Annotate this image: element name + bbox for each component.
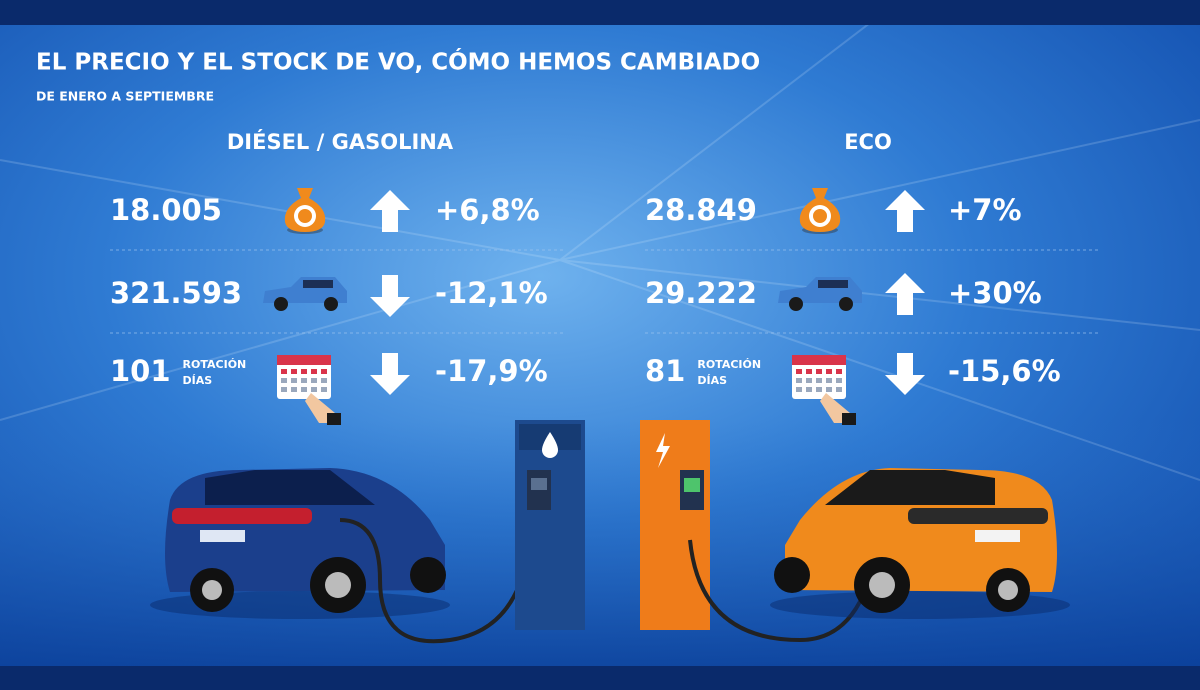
stat-change: +6,8% [435,193,540,227]
calendar-day [796,387,802,392]
icon-stock [778,277,862,311]
stat-row: 29.222 +30% [645,273,1100,334]
stat-value: 101 [110,354,171,388]
calendar-day [301,369,307,374]
bottom-bar [0,666,1200,690]
top-bar [0,0,1200,25]
calendar-day [826,378,832,383]
arrow-down [370,275,410,317]
stat-row: 81 ROTACIÓN DÍAS -15,6% [645,353,1061,425]
car-window [303,280,333,288]
car-wheel [789,297,803,311]
calendar-day [311,369,317,374]
sleeve [327,413,341,425]
calendar-day [806,369,812,374]
stat-change: +30% [948,276,1042,310]
diesel-car [150,468,532,644]
stat-row: 28.849 +7% [645,188,1100,251]
speed-lines [0,0,1200,481]
stat-label: DÍAS [697,374,727,387]
calendar-day [806,387,812,392]
calendar-day [291,369,297,374]
calendar-day [281,378,287,383]
calendar-day [321,387,327,392]
icon-stock [263,277,347,311]
stat-row: 321.593 -12,1% [110,275,565,334]
car-wheel [324,297,338,311]
calendar-day [281,387,287,392]
arrow-up [370,190,410,232]
bag-coin-inner [813,209,827,223]
icon-rotation [277,355,341,425]
calendar-day [321,369,327,374]
calendar [277,355,331,399]
stat-change: -12,1% [435,276,548,310]
sleeve [842,413,856,425]
subtitle: DE ENERO A SEPTIEMBRE [36,89,214,104]
icon-price [799,188,841,234]
stat-value: 29.222 [645,276,757,310]
calendar-day [301,387,307,392]
calendar-day [806,378,812,383]
bag-coin-inner [298,209,312,223]
charger [640,420,882,643]
calendar-day [291,378,297,383]
stat-change: -17,9% [435,354,548,388]
stat-row: 18.005 +6,8% [110,188,565,251]
calendar-top [277,355,331,365]
eco-car [770,468,1070,619]
stat-change: -15,6% [948,354,1061,388]
calendar-day [836,378,842,383]
column-heading: DIÉSEL / GASOLINA [227,129,454,154]
calendar-day [816,387,822,392]
icon-rotation [792,355,856,425]
calendar-day [796,378,802,383]
calendar [792,355,846,399]
stat-value: 321.593 [110,276,242,310]
car-window [818,280,848,288]
stat-value: 28.849 [645,193,757,227]
stat-value: 18.005 [110,193,222,227]
car-wheel [839,297,853,311]
calendar-day [816,369,822,374]
calendar-day [281,369,287,374]
calendar-day [291,387,297,392]
stat-change: +7% [948,193,1022,227]
car-wheel [274,297,288,311]
fuel-pump [515,420,585,630]
title: EL PRECIO Y EL STOCK DE VO, CÓMO HEMOS C… [36,48,760,76]
calendar-day [321,378,327,383]
stat-label: ROTACIÓN [697,358,761,371]
calendar-day [836,369,842,374]
stat-value: 81 [645,354,685,388]
stat-label: ROTACIÓN [183,358,247,371]
icon-price [284,188,326,234]
calendar-day [836,387,842,392]
calendar-day [826,387,832,392]
stat-label: DÍAS [183,374,213,387]
calendar-day [816,378,822,383]
arrow-down [370,353,410,395]
arrow-down [885,353,925,395]
arrow-up [885,190,925,232]
calendar-day [826,369,832,374]
calendar-day [311,387,317,392]
arrow-up [885,273,925,315]
stat-row: 101 ROTACIÓN DÍAS -17,9% [110,353,548,425]
calendar-day [796,369,802,374]
calendar-day [301,378,307,383]
calendar-day [311,378,317,383]
column-heading: ECO [844,130,892,154]
calendar-top [792,355,846,365]
